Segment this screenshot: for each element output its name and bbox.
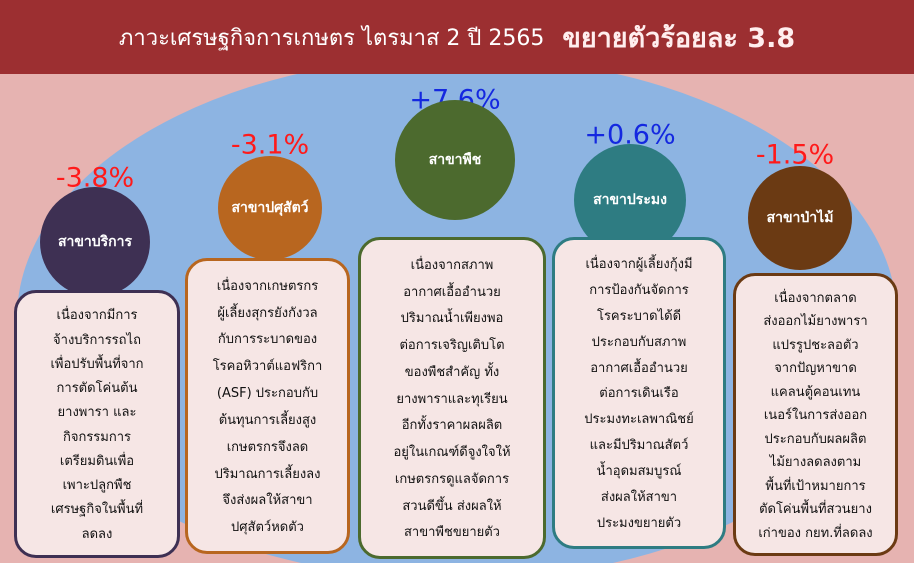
description-line: เศรษฐกิจในพื้นที่ (51, 498, 143, 519)
description-line: (ASF) ประกอบกับ (217, 382, 318, 403)
description-line: จ้างบริการรถไถ (53, 329, 141, 350)
description-line: กิจกรรมการ (63, 426, 131, 447)
description-line: ส่งผลให้สาขา (601, 486, 677, 507)
description-line: ต่อการเจริญเติบโต (399, 334, 504, 355)
description-line: ผู้เลี้ยงสุกรยังกังวล (217, 302, 317, 323)
description-line: ยางพาราและทุเรียน (396, 388, 507, 409)
description-line: เนื่องจากเกษตรกร (217, 275, 318, 296)
description-line: และมีปริมาณสัตว์ (590, 434, 689, 455)
description-line: จึงส่งผลให้สาขา (222, 489, 312, 510)
description-line: โรคระบาดได้ดี (597, 305, 681, 326)
description-line: ประมงทะเลพาณิชย์ (584, 408, 693, 429)
description-line: เนื่องจากสภาพ (411, 254, 494, 275)
sector-circle: สาขาปศุสัตว์ (218, 156, 322, 260)
sector-circle: สาขาป่าไม้ (748, 166, 852, 270)
description-line: ปศุสัตว์หดตัว (231, 516, 304, 537)
description-line: โรคอหิวาต์แอฟริกา (213, 355, 323, 376)
description-line: เตรียมดินเพื่อ (60, 450, 134, 471)
description-line: ปริมาณน้ำเพียงพอ (401, 307, 504, 328)
description-line: อยู่ในเกณฑ์ดีจูงใจให้ (393, 441, 510, 462)
description-line: ประกอบกับสภาพ (592, 331, 687, 352)
title: ภาวะเศรษฐกิจการเกษตร ไตรมาส 2 ปี 2565 (119, 20, 545, 55)
description-line: จากปัญหาขาด (774, 357, 857, 378)
description-line: สวนดีขึ้น ส่งผลให้ (402, 495, 501, 516)
description-line: การตัดโค่นต้น (57, 377, 138, 398)
description-line: เนื่องจากมีการ (57, 304, 138, 325)
description-box: เนื่องจากเกษตรกรผู้เลี้ยงสุกรยังกังวลกับ… (185, 258, 350, 554)
description-box: เนื่องจากผู้เลี้ยงกุ้งมีการป้องกันจัดการ… (552, 237, 726, 549)
description-line: อากาศเอื้ออำนวย (590, 357, 688, 378)
description-box: เนื่องจากตลาดส่งออกไม้ยางพาราแปรรูปชะลอต… (733, 273, 898, 556)
description-line: ส่งออกไม้ยางพารา (763, 310, 867, 331)
sector-circle: สาขาพืช (395, 100, 515, 220)
description-line: เก่าของ กยท.ที่ลดลง (758, 522, 872, 543)
description-line: ต้นทุนการเลี้ยงสูง (219, 409, 317, 430)
description-line: สาขาพืชขยายตัว (404, 521, 500, 542)
description-line: เกษตรกรดูแลจัดการ (395, 468, 509, 489)
headline: ขยายตัวร้อยละ 3.8 (562, 16, 795, 59)
description-line: ตัดโค่นพื้นที่สวนยาง (759, 498, 872, 519)
description-line: ประมงขยายตัว (597, 512, 681, 533)
description-line: พื้นที่เป้าหมายการ (765, 475, 865, 496)
description-line: ลดลง (82, 523, 113, 544)
header: ภาวะเศรษฐกิจการเกษตร ไตรมาส 2 ปี 2565 ขย… (0, 0, 914, 74)
description-line: แคลนตู้คอนเทน (771, 381, 861, 402)
description-box: เนื่องจากมีการจ้างบริการรถไถเพื่อปรับพื้… (14, 290, 180, 558)
description-line: แปรรูปชะลอตัว (772, 334, 858, 355)
description-line: น้ำอุดมสมบูรณ์ (597, 460, 682, 481)
description-line: อากาศเอื้ออำนวย (403, 281, 501, 302)
description-line: เนื่องจากผู้เลี้ยงกุ้งมี (585, 253, 692, 274)
sector-circle: สาขาบริการ (40, 187, 150, 297)
description-line: อีกทั้งราคาผลผลิต (402, 414, 502, 435)
description-line: เกษตรกรจึงลด (227, 436, 309, 457)
description-line: เนื่องจากตลาด (774, 287, 856, 308)
description-line: ต่อการเดินเรือ (599, 382, 678, 403)
description-line: ไม้ยางลดลงตาม (770, 451, 861, 472)
description-box: เนื่องจากสภาพอากาศเอื้ออำนวยปริมาณน้ำเพี… (358, 237, 546, 559)
description-line: ประกอบกับผลผลิต (765, 428, 867, 449)
description-line: ของพืชสำคัญ ทั้ง (405, 361, 500, 382)
description-line: เนอร์ในการส่งออก (764, 404, 867, 425)
description-line: ปริมาณการเลี้ยงลง (214, 463, 320, 484)
description-line: เพาะปลูกพืช (63, 474, 132, 495)
description-line: ยางพารา และ (58, 401, 137, 422)
description-line: การป้องกันจัดการ (589, 279, 689, 300)
infographic: ภาวะเศรษฐกิจการเกษตร ไตรมาส 2 ปี 2565 ขย… (0, 0, 914, 563)
description-line: เพื่อปรับพื้นที่จาก (50, 353, 143, 374)
description-line: กับการระบาดของ (218, 328, 317, 349)
